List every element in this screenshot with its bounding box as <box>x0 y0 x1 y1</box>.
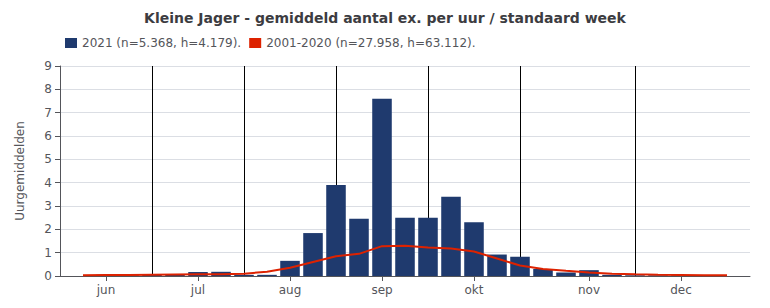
svg-text:5: 5 <box>44 152 52 166</box>
svg-text:okt: okt <box>465 283 484 297</box>
svg-text:0: 0 <box>44 269 52 283</box>
svg-text:2001-2020 (n=27.958, h=63.112): 2001-2020 (n=27.958, h=63.112). <box>266 36 475 50</box>
svg-text:1: 1 <box>44 246 52 260</box>
svg-text:dec: dec <box>670 283 692 297</box>
svg-text:7: 7 <box>44 106 52 120</box>
svg-text:aug: aug <box>279 283 302 297</box>
svg-text:6: 6 <box>44 129 52 143</box>
svg-text:jul: jul <box>190 283 205 297</box>
svg-text:Kleine Jager - gemiddeld aanta: Kleine Jager - gemiddeld aantal ex. per … <box>144 10 627 26</box>
svg-text:3: 3 <box>44 199 52 213</box>
svg-text:2: 2 <box>44 222 52 236</box>
svg-text:nov: nov <box>578 283 600 297</box>
svg-text:jun: jun <box>96 283 116 297</box>
svg-text:2021 (n=5.368, h=4.179).: 2021 (n=5.368, h=4.179). <box>82 36 241 50</box>
svg-text:4: 4 <box>44 176 52 190</box>
svg-text:Uurgemiddelden: Uurgemiddelden <box>13 121 27 221</box>
svg-text:8: 8 <box>44 82 52 96</box>
svg-text:9: 9 <box>44 59 52 73</box>
svg-text:sep: sep <box>371 283 392 297</box>
